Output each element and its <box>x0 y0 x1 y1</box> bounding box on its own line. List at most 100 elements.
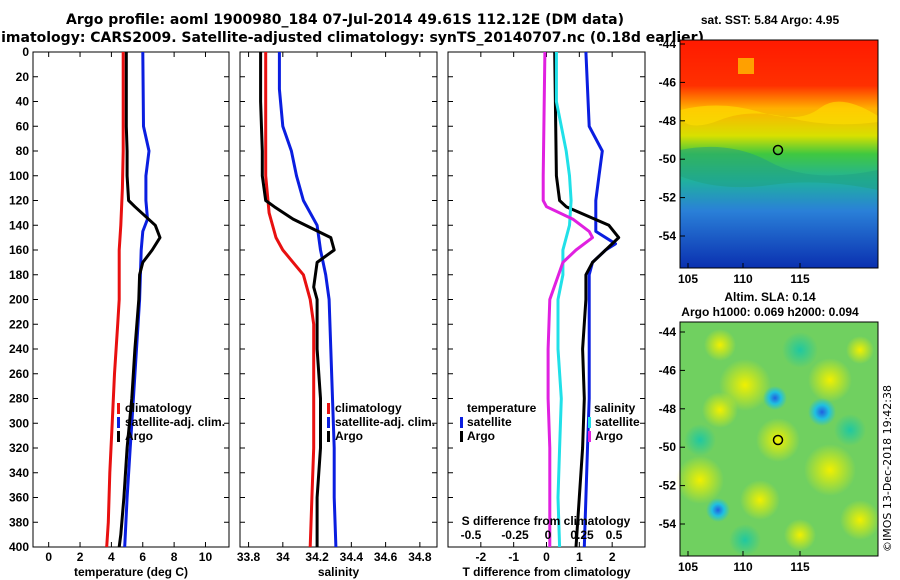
sla-anomaly-blob <box>763 386 787 410</box>
series-line-temperature-satellite <box>582 51 617 548</box>
panel-3: -2 -1 0 1 2T difference from climatology temp… <box>447 51 646 579</box>
sla-anomaly-blob <box>834 414 866 446</box>
lat-tick-label: -48 <box>659 114 677 128</box>
panel-2: 33.8 34 34.2 34.4 34.6 34.8 salinity climatolog… <box>237 51 438 579</box>
depth-tick-label: 140 <box>9 218 29 232</box>
x-tick-label: 34.2 <box>305 550 329 564</box>
legend-title-salinity: salinity <box>594 401 636 415</box>
sst-map-title: sat. SST: 5.84 Argo: 4.95 <box>701 13 840 27</box>
depth-tick-label: 240 <box>9 342 29 356</box>
lat-tick-label: -50 <box>659 440 677 454</box>
x-axis-label: temperature (deg C) <box>74 565 188 579</box>
sla-anomaly-blob <box>676 456 724 504</box>
legend-label: Argo <box>467 429 495 443</box>
series-line-salinity-argo <box>541 51 594 547</box>
depth-tick-label: 220 <box>9 317 29 331</box>
series-line-argo <box>259 52 336 547</box>
series-line-satellite-adj-clim- <box>123 51 151 548</box>
sst-warm-patch <box>738 58 754 74</box>
legend-swatch <box>327 417 330 428</box>
series-line-argo <box>117 52 162 548</box>
sst-lat-ticks: -44 -46 -48 -50 -52 -54 <box>659 37 685 243</box>
depth-tick-label: 100 <box>9 169 29 183</box>
x-tick-label: 33.8 <box>237 550 261 564</box>
sst-lon-ticks: 105 110 115 <box>678 263 810 286</box>
copyright-stamp: ©IMOS 13-Dec-2018 19:42:38 <box>881 385 894 552</box>
x-tick-label: 2 <box>609 550 616 564</box>
depth-tick-label: 380 <box>9 515 29 529</box>
secondary-tick-label: 0 <box>545 528 552 542</box>
sla-anomaly-blob <box>840 500 880 540</box>
lon-tick-label: 105 <box>678 560 698 574</box>
depth-tick-label: 120 <box>9 194 29 208</box>
argo-location-marker-sla <box>772 434 784 446</box>
depth-tick-label: 300 <box>9 416 29 430</box>
panel-frame <box>32 51 230 548</box>
series-line-climatology <box>105 52 125 548</box>
x-tick-label: -2 <box>475 550 486 564</box>
legend-label: satellite-adj. clim. <box>125 415 225 429</box>
lon-tick-label: 105 <box>678 272 698 286</box>
secondary-x-label: S difference from climatology <box>462 514 631 528</box>
depth-tick-label: 260 <box>9 367 29 381</box>
sla-anomaly-blobs <box>676 329 880 556</box>
depth-tick-label: 180 <box>9 268 29 282</box>
sla-map-title2: Argo h1000: 0.069 h2000: 0.094 <box>681 305 859 319</box>
sla-lat-ticks: -44 -46 -48 -50 -52 -54 <box>659 325 685 531</box>
lat-tick-label: -52 <box>659 479 677 493</box>
series-line-salinity-satellite <box>554 52 573 548</box>
legend-swatch <box>117 431 120 442</box>
x-tick-label: 4 <box>108 550 115 564</box>
profile-panels: 0204060801001201401601802002202402602803… <box>9 45 646 579</box>
sla-anomaly-blob <box>804 444 856 496</box>
x-tick-label: 34.8 <box>408 550 432 564</box>
legend-label: satellite <box>467 415 512 429</box>
x-axis-label: salinity <box>318 565 360 579</box>
legend-swatch <box>460 417 463 428</box>
legend-title-temperature: temperature <box>467 401 537 415</box>
lat-tick-label: -44 <box>659 37 677 51</box>
sla-anomaly-blob <box>729 524 761 556</box>
series-line-climatology <box>264 52 316 548</box>
sla-anomaly-blob <box>846 336 874 364</box>
series-line-temperature-argo <box>553 51 621 548</box>
legend-label: Argo <box>125 429 153 443</box>
legend-label: Argo <box>335 429 363 443</box>
sla-lon-ticks: 105 110 115 <box>678 551 810 574</box>
secondary-tick-label: 0.25 <box>570 528 594 542</box>
legend-swatch <box>588 417 591 428</box>
lon-tick-label: 110 <box>733 560 753 574</box>
x-tick-label: 6 <box>139 550 146 564</box>
panel-frame <box>447 51 646 548</box>
x-tick-label: 34 <box>276 550 290 564</box>
depth-tick-label: 200 <box>9 293 29 307</box>
sst-map-frame <box>679 39 879 269</box>
lon-tick-label: 115 <box>790 560 810 574</box>
lat-tick-label: -48 <box>659 402 677 416</box>
sla-anomaly-blob <box>756 418 800 462</box>
lat-tick-label: -44 <box>659 325 677 339</box>
legend-swatch <box>327 431 330 442</box>
legend-label: climatology <box>125 401 192 415</box>
panel-frame <box>239 51 438 548</box>
x-tick-label: 0 <box>543 550 550 564</box>
sla-map-title1: Altim. SLA: 0.14 <box>724 290 816 304</box>
x-tick-label: 34.6 <box>374 550 398 564</box>
sst-map: sat. SST: 5.84 Argo: 4.95 -44 -46 -48 -50 -5… <box>659 13 879 286</box>
lat-tick-label: -46 <box>659 75 677 89</box>
sla-map-frame <box>679 321 879 557</box>
lat-tick-label: -54 <box>659 517 677 531</box>
secondary-tick-label: 0.5 <box>606 528 623 542</box>
depth-tick-label: 320 <box>9 441 29 455</box>
sst-front <box>680 101 878 126</box>
legend-swatch <box>117 417 120 428</box>
sla-anomaly-blob <box>706 498 730 522</box>
sla-anomaly-blob <box>684 424 716 456</box>
x-tick-label: 34.4 <box>340 550 364 564</box>
sla-anomaly-blob <box>702 392 738 428</box>
sla-map: Altim. SLA: 0.14 Argo h1000: 0.069 h2000… <box>659 290 880 574</box>
depth-tick-label: 0 <box>22 45 29 59</box>
x-tick-label: 2 <box>77 550 84 564</box>
secondary-tick-label: -0.25 <box>501 528 529 542</box>
